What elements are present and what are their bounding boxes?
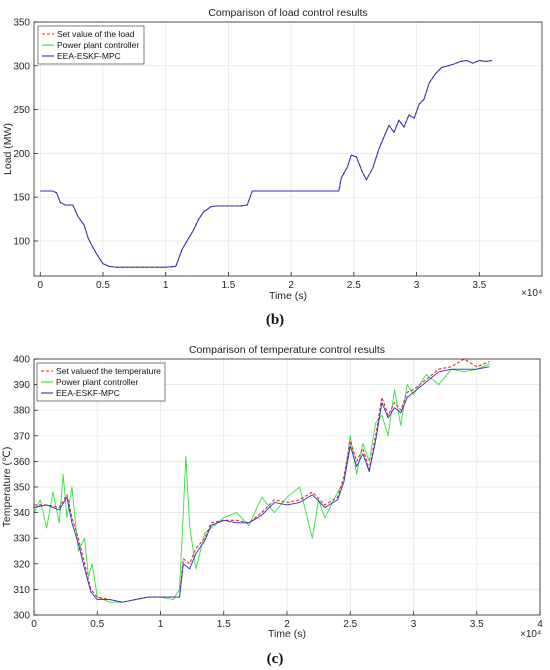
temperature-x-tick-label: 1.5: [217, 619, 231, 630]
load-series-group: [40, 59, 492, 268]
load-x-tick-label: 1.5: [221, 280, 235, 291]
load-x-exponent: ×10⁴: [521, 288, 542, 299]
load-x-tick-label: 0.5: [96, 280, 110, 291]
temperature-legend-label-power-plant-controller: Power plant controller: [56, 377, 138, 387]
temperature-legend-box: [36, 362, 166, 402]
load-legend-label-eea-eskf-mpc: EEA-ESKF-MPC: [57, 51, 121, 61]
temperature-x-tick-label: 1: [158, 619, 164, 630]
load-x-tick-label: 3: [414, 280, 420, 291]
temperature-y-tick-label: 320: [13, 559, 30, 570]
load-legend-label-power-plant-controller: Power plant controller: [57, 40, 139, 50]
temperature-x-ticks: 0 0.5 1 1.5 2 2.5 3 3.5 4: [31, 611, 543, 630]
temperature-y-ticks: 300 310 320 330 340 350 360 370 380 390 400: [13, 355, 38, 622]
load-y-ticks: 100 150 200 250 300 350: [13, 18, 38, 247]
temperature-chart: 0 0.5 1 1.5 2 2.5 3 3.5 4 3003103203303403503603…: [1, 344, 543, 667]
load-x-axis-label: Time (s): [269, 290, 307, 302]
temperature-y-tick-label: 400: [13, 355, 30, 366]
temperature-y-tick-label: 350: [13, 483, 30, 494]
temperature-series-set-valueof-the-temperature: [34, 358, 490, 603]
temperature-legend-label-set-valueof-the-temperature: Set valueof the temperature: [56, 366, 161, 376]
temperature-series-eea-eskf-mpc: [33, 366, 490, 603]
temperature-x-exponent: ×10⁴: [520, 629, 541, 640]
load-y-tick-label: 250: [13, 105, 30, 116]
load-figure-caption: (b): [266, 312, 284, 328]
temperature-series-power-plant-controller: [33, 363, 490, 603]
temperature-legend-label-eea-eskf-mpc: EEA-ESKF-MPC: [56, 388, 120, 398]
temperature-x-tick-label: 0.5: [90, 619, 104, 630]
load-y-tick-label: 300: [13, 61, 30, 72]
load-chart-title: Comparison of load control results: [208, 7, 367, 19]
load-x-tick-label: 0: [37, 280, 43, 291]
temperature-y-tick-label: 370: [13, 431, 30, 442]
load-y-tick-label: 150: [13, 193, 30, 204]
temperature-figure-caption: (c): [267, 651, 284, 667]
temperature-y-tick-label: 380: [13, 406, 30, 417]
temperature-y-tick-label: 330: [13, 534, 30, 545]
temperature-y-tick-label: 340: [13, 508, 30, 519]
load-x-tick-label: 2.5: [347, 280, 361, 291]
load-x-ticks: 0 0.5 1 1.5 2 2.5 3 3.5: [37, 272, 487, 291]
load-y-tick-label: 350: [13, 18, 30, 29]
temperature-x-tick-label: 3: [411, 619, 417, 630]
temperature-series-group: [33, 358, 490, 603]
load-x-tick-label: 3.5: [472, 280, 486, 291]
temperature-x-tick-label: 4: [537, 619, 543, 630]
load-chart: 0 0.5 1 1.5 2 2.5 3 3.5 100 150 200 250 300 350 Comp…: [2, 7, 543, 328]
temperature-chart-title: Comparison of temperature control result…: [189, 344, 385, 356]
load-legend-box: [37, 25, 145, 65]
temperature-x-tick-label: 2.5: [343, 619, 357, 630]
load-plot-frame: [33, 21, 543, 277]
load-y-tick-label: 200: [13, 149, 30, 160]
temperature-x-tick-label: 0: [31, 619, 37, 630]
temperature-y-tick-label: 300: [13, 611, 30, 622]
temperature-y-tick-label: 310: [13, 585, 30, 596]
temperature-y-tick-label: 360: [13, 457, 30, 468]
temperature-x-axis-label: Time (s): [268, 628, 306, 640]
load-legend-label-set-value-of-the-load: Set value of the load: [57, 29, 135, 39]
temperature-y-axis-label: Temperature (℃): [1, 447, 13, 528]
temperature-x-tick-label: 2: [284, 619, 290, 630]
load-y-tick-label: 100: [13, 236, 30, 247]
load-x-tick-label: 2: [288, 280, 294, 291]
temperature-x-tick-label: 3.5: [470, 619, 484, 630]
temperature-y-tick-label: 390: [13, 380, 30, 391]
load-x-tick-label: 1: [163, 280, 169, 291]
load-plot-area: [34, 22, 542, 276]
load-y-axis-label: Load (MW): [2, 123, 14, 175]
load-series-eea-eskf-mpc: [40, 60, 492, 268]
